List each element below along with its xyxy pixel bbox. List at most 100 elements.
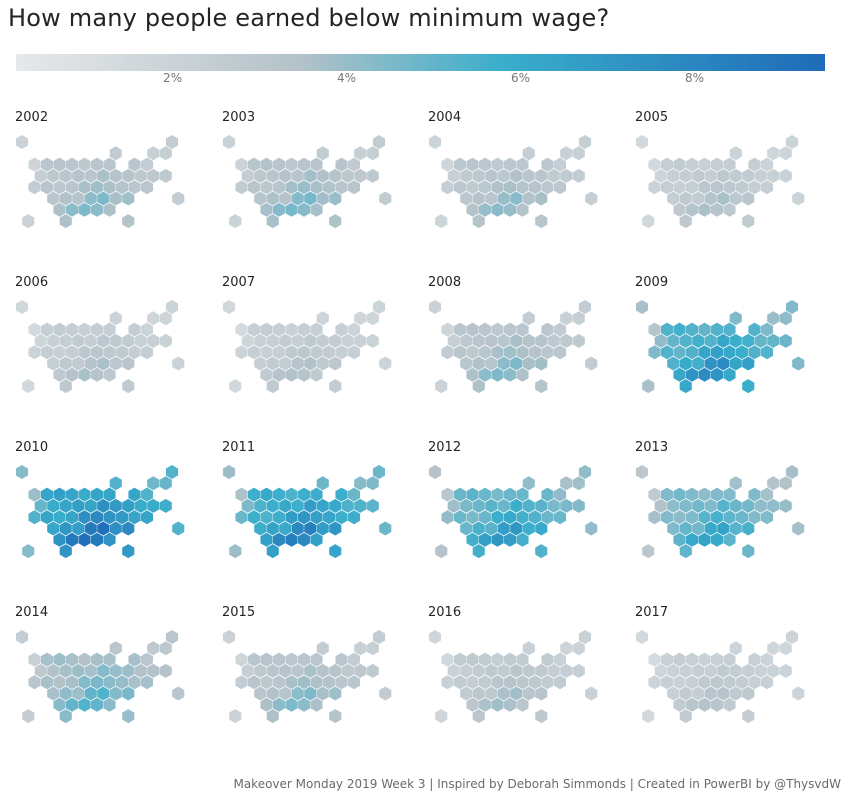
state-hex-ky[interactable] [297,675,311,690]
state-hex-tn[interactable] [304,686,317,701]
state-hex-ga[interactable] [723,532,736,547]
state-hex-tn[interactable] [717,686,730,701]
state-hex-al[interactable] [90,202,104,217]
state-hex-co[interactable] [260,675,273,690]
state-hex-wi[interactable] [316,311,329,326]
state-hex-ri[interactable] [366,663,379,678]
state-hex-in[interactable] [717,333,730,348]
state-hex-fl[interactable] [535,214,548,229]
state-hex-ct[interactable] [147,168,160,183]
state-hex-nh[interactable] [572,311,585,326]
state-hex-az[interactable] [47,521,60,536]
state-hex-wv[interactable] [516,345,529,360]
state-hex-ga[interactable] [723,202,736,217]
state-hex-co[interactable] [673,180,686,195]
state-hex-tx[interactable] [59,379,72,394]
state-hex-ia[interactable] [497,498,510,513]
state-hex-ne[interactable] [685,675,699,690]
state-hex-ne[interactable] [65,180,79,195]
state-hex-mi[interactable] [103,652,116,667]
state-hex-ny[interactable] [748,322,761,337]
state-hex-oh[interactable] [109,168,122,183]
state-hex-vt[interactable] [560,641,573,656]
state-hex-al[interactable] [503,367,517,382]
state-hex-mt[interactable] [673,157,686,172]
state-hex-nm[interactable] [266,686,279,701]
state-hex-dc[interactable] [379,521,392,536]
state-hex-dc[interactable] [172,356,185,371]
state-hex-ri[interactable] [366,333,379,348]
state-hex-ak[interactable] [428,630,442,644]
state-hex-va[interactable] [735,510,749,525]
state-hex-nh[interactable] [779,641,792,656]
state-hex-ky[interactable] [710,345,724,360]
state-hex-ga[interactable] [103,697,116,712]
state-hex-de[interactable] [553,180,567,195]
state-hex-vt[interactable] [767,146,780,161]
state-hex-mt[interactable] [466,157,479,172]
state-hex-ut[interactable] [453,180,467,195]
state-hex-ga[interactable] [103,367,116,382]
state-hex-in[interactable] [304,498,317,513]
state-hex-wi[interactable] [522,641,535,656]
state-hex-sc[interactable] [742,686,755,701]
state-hex-il[interactable] [90,157,104,172]
state-hex-ks[interactable] [692,356,705,371]
state-hex-oh[interactable] [522,168,535,183]
state-hex-fl[interactable] [122,379,135,394]
state-hex-nj[interactable] [547,498,560,513]
state-hex-tn[interactable] [97,356,110,371]
state-hex-pa[interactable] [535,333,548,348]
state-hex-la[interactable] [272,367,286,382]
state-hex-in[interactable] [304,333,317,348]
state-hex-ca[interactable] [28,345,41,360]
state-hex-tx[interactable] [679,214,692,229]
state-hex-mn[interactable] [698,652,711,667]
state-hex-co[interactable] [466,510,479,525]
state-hex-mi[interactable] [103,322,116,337]
state-hex-ga[interactable] [103,202,116,217]
state-hex-de[interactable] [760,345,774,360]
state-hex-id[interactable] [40,487,54,502]
state-hex-or[interactable] [654,498,667,513]
state-hex-md[interactable] [335,675,348,690]
state-hex-ga[interactable] [103,532,116,547]
state-hex-nm[interactable] [59,356,72,371]
state-hex-dc[interactable] [585,686,598,701]
state-hex-wv[interactable] [516,675,529,690]
state-hex-wv[interactable] [310,180,323,195]
state-hex-id[interactable] [660,652,674,667]
state-hex-vt[interactable] [147,641,160,656]
state-hex-wv[interactable] [103,180,116,195]
state-hex-vt[interactable] [147,146,160,161]
state-hex-oh[interactable] [316,663,329,678]
state-hex-ok[interactable] [466,697,479,712]
state-hex-tn[interactable] [717,356,730,371]
state-hex-vt[interactable] [560,146,573,161]
state-hex-la[interactable] [65,532,79,547]
state-hex-al[interactable] [503,532,517,547]
state-hex-wa[interactable] [441,652,454,667]
state-hex-nv[interactable] [667,498,680,513]
state-hex-ri[interactable] [159,498,172,513]
state-hex-in[interactable] [510,498,523,513]
state-hex-wy[interactable] [679,168,692,183]
state-hex-ny[interactable] [128,322,141,337]
state-hex-wy[interactable] [472,498,485,513]
state-hex-ks[interactable] [72,356,85,371]
state-hex-tx[interactable] [472,214,485,229]
state-hex-hi[interactable] [22,379,35,394]
state-hex-oh[interactable] [109,333,122,348]
state-hex-pa[interactable] [329,168,342,183]
state-hex-sc[interactable] [122,356,135,371]
state-hex-sd[interactable] [279,663,292,678]
state-hex-pa[interactable] [329,498,342,513]
state-hex-mo[interactable] [285,345,298,360]
state-hex-pa[interactable] [122,663,135,678]
state-hex-tx[interactable] [59,709,72,724]
state-hex-or[interactable] [241,663,254,678]
state-hex-ma[interactable] [140,487,154,502]
state-hex-nc[interactable] [316,686,329,701]
state-hex-ut[interactable] [247,345,261,360]
state-hex-or[interactable] [34,168,47,183]
